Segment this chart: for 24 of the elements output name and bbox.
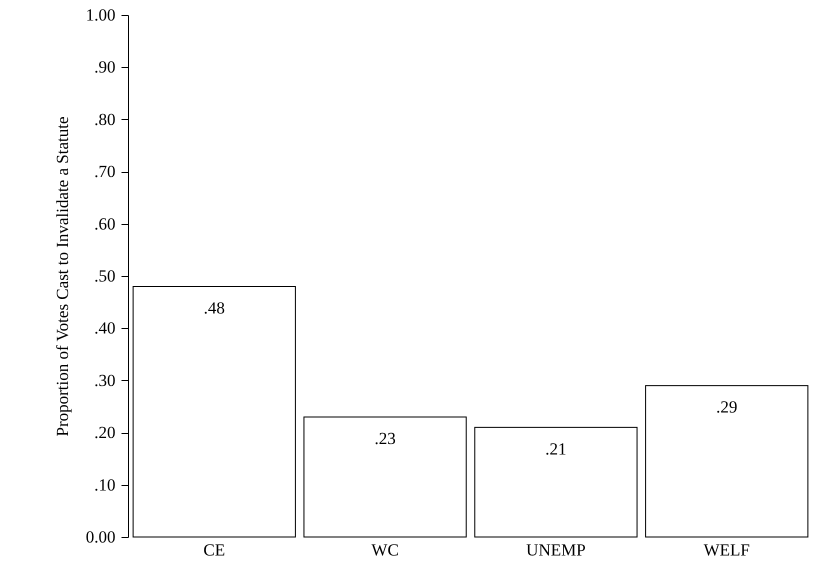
bar (474, 426, 638, 538)
x-tick-label: CE (203, 540, 226, 560)
y-tick-label: .20 (94, 423, 116, 442)
data-label: .29 (716, 398, 738, 417)
bar (645, 385, 808, 538)
y-tick-label: .50 (94, 266, 116, 286)
y-tick-label: .30 (94, 370, 116, 390)
y-tick-label: 1.00 (86, 6, 116, 24)
y-tick-label: 0.00 (86, 528, 116, 546)
y-tick-label: .60 (94, 214, 116, 234)
x-tick-label: WC (371, 540, 399, 560)
x-tick-label: WELF (704, 540, 750, 560)
y-axis-title: Proportion of Votes Cast to Invalidate a Statute (52, 116, 72, 436)
y-tick-label: .90 (94, 58, 116, 77)
y-tick-label: .80 (94, 110, 116, 129)
bar (303, 416, 467, 538)
y-tick-label: .40 (94, 318, 116, 338)
data-label: .21 (545, 439, 567, 458)
data-label: .23 (374, 428, 396, 448)
bar (132, 286, 296, 538)
x-tick-label: UNEMP (526, 540, 586, 560)
data-label: .48 (204, 298, 225, 318)
y-tick-label: .70 (94, 162, 116, 182)
y-tick-label: .10 (94, 475, 116, 494)
